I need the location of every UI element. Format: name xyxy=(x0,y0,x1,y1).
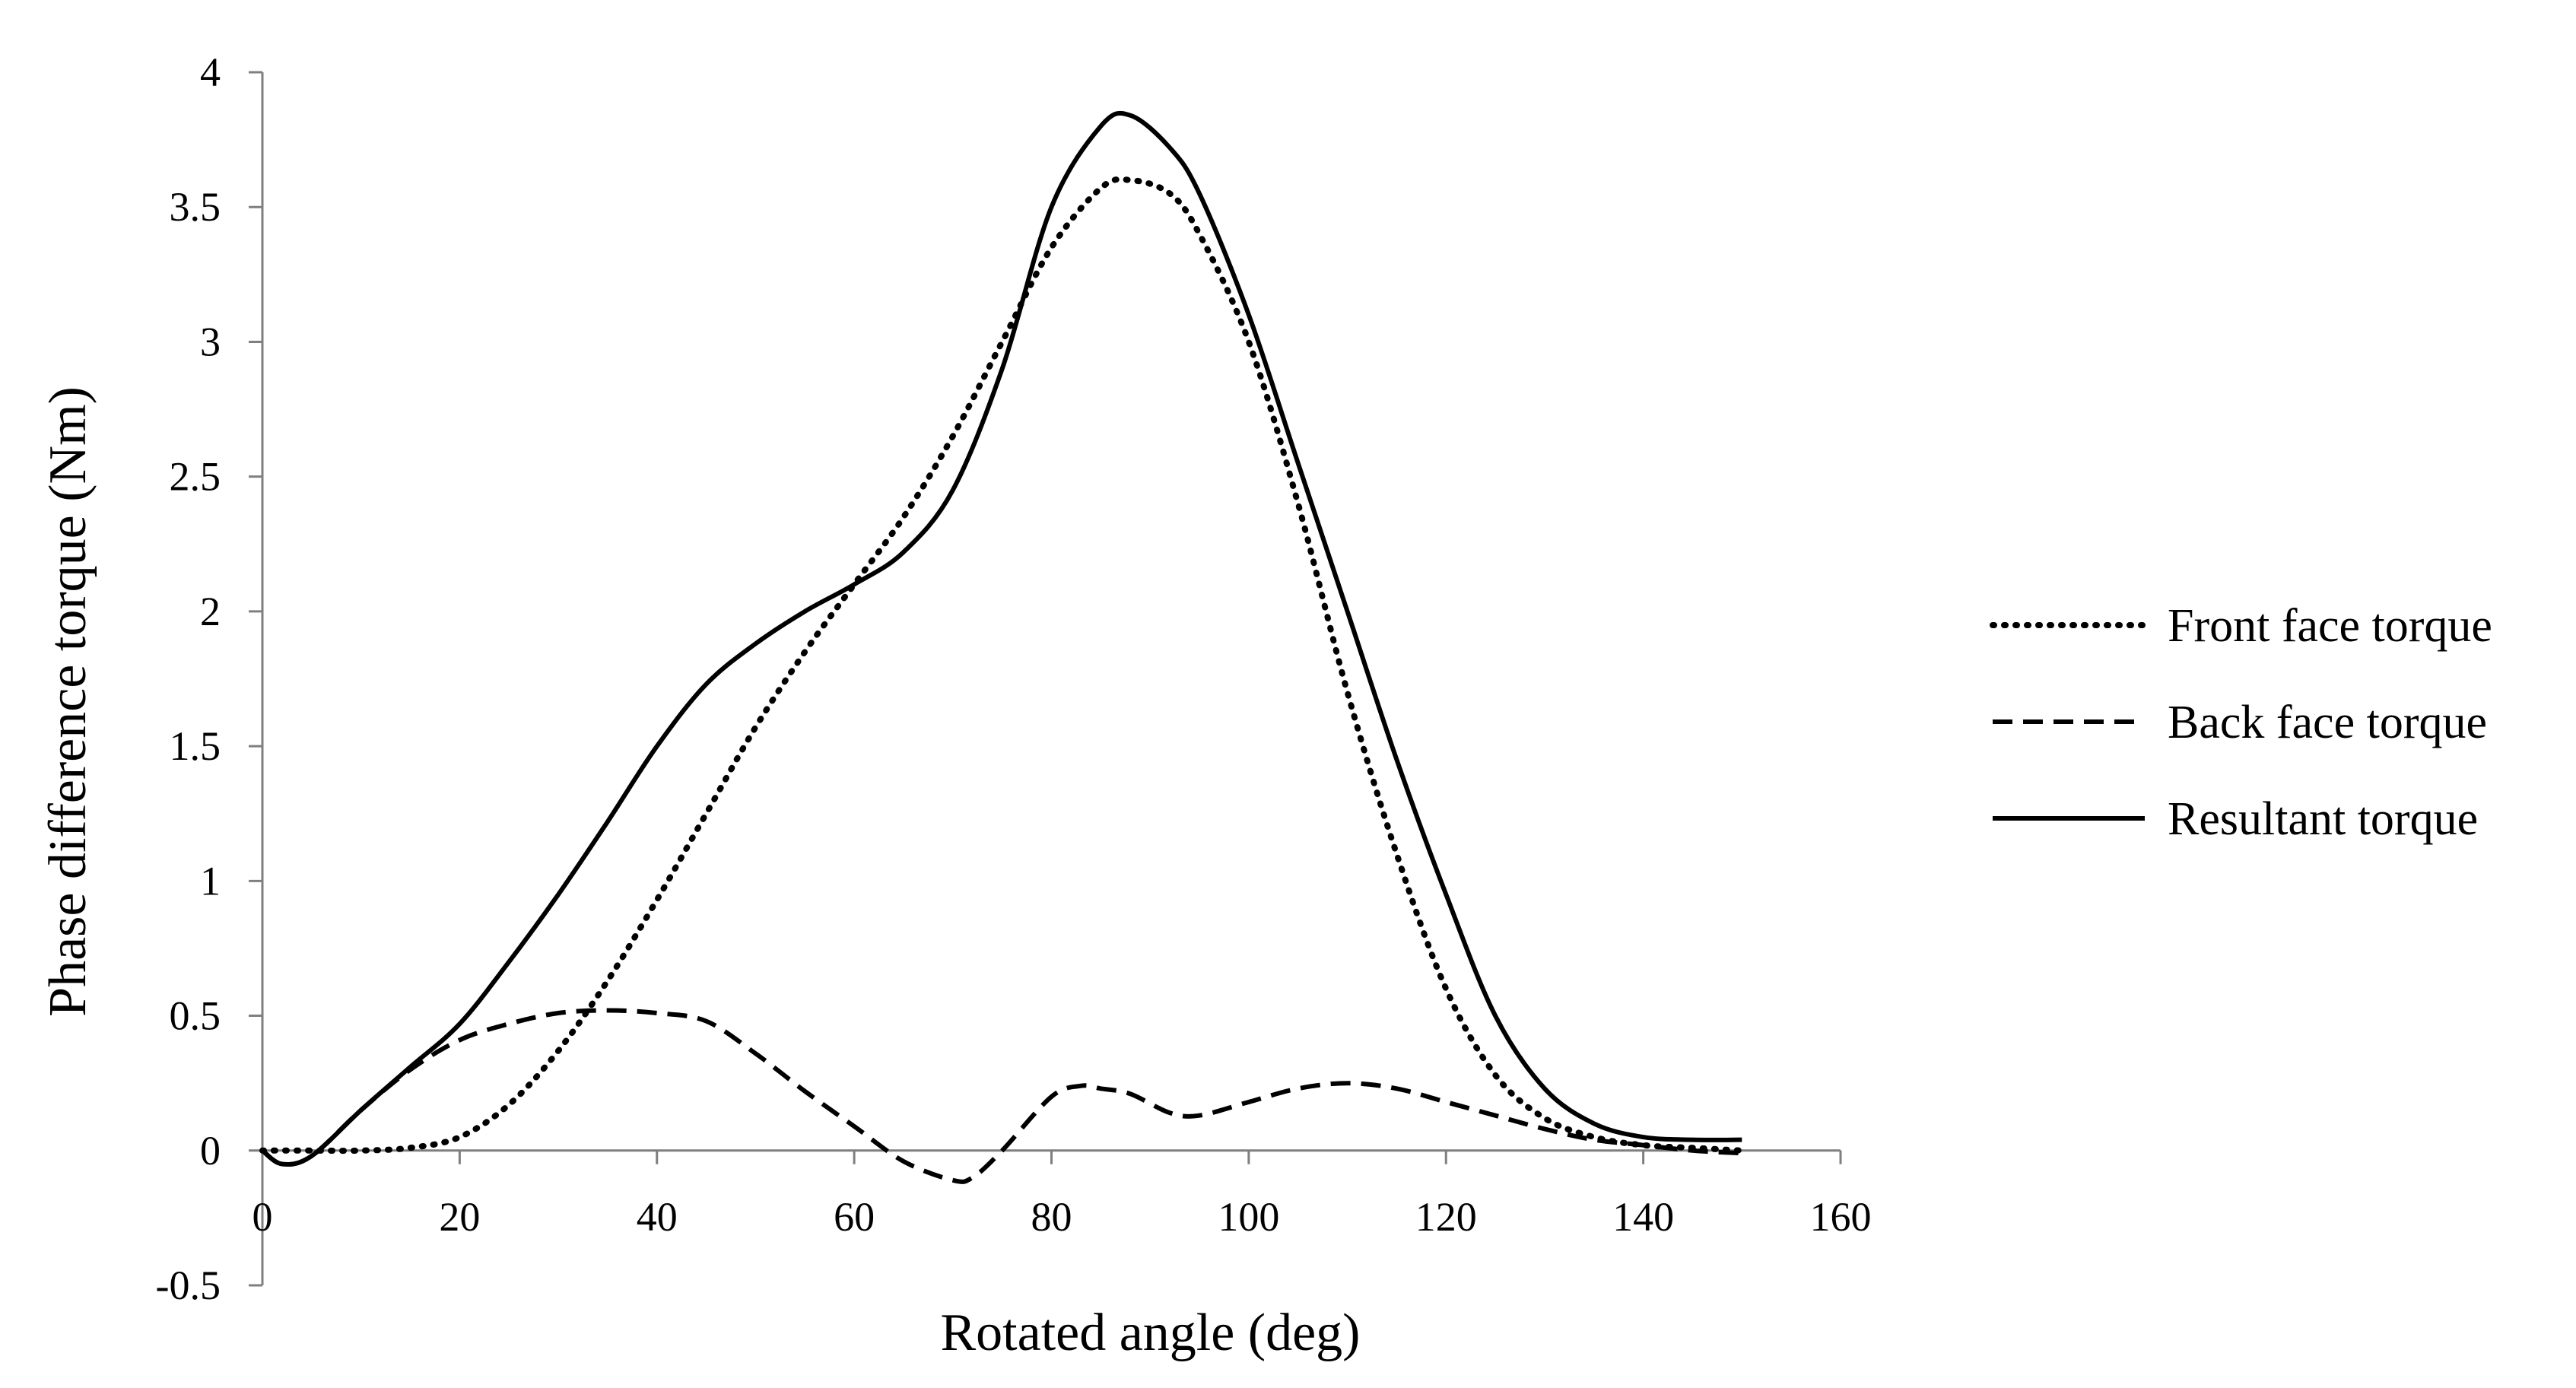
series-line-resultant-torque xyxy=(261,110,1742,1167)
x-tick-label: 140 xyxy=(1612,1194,1674,1240)
y-tick-label: -0.5 xyxy=(156,1263,221,1308)
y-tick-label: 4 xyxy=(200,49,221,95)
series-line-front-face-torque xyxy=(259,176,1745,1155)
x-tick-label: 0 xyxy=(253,1194,273,1240)
y-tick-label: 0.5 xyxy=(170,993,221,1039)
y-tick-label: 1.5 xyxy=(170,723,221,769)
legend: Front face torque Back face torque Resulta… xyxy=(1990,600,2492,845)
x-tick-label: 20 xyxy=(439,1194,480,1240)
y-tick-label: 1 xyxy=(200,858,221,904)
x-tick-label: 120 xyxy=(1415,1194,1477,1240)
tick-labels: -0.500.511.522.533.540 20 40 60 80 100 120 140 1… xyxy=(156,49,1872,1308)
x-tick-label: 40 xyxy=(637,1194,678,1240)
series-layer xyxy=(259,110,1745,1184)
y-tick-label: 2 xyxy=(200,589,221,634)
y-tick-label: 2.5 xyxy=(170,454,221,500)
x-tick-label: 160 xyxy=(1810,1194,1872,1240)
legend-label: Resultant torque xyxy=(2168,793,2478,845)
x-tick-label: 80 xyxy=(1031,1194,1072,1240)
y-axis-title: Phase difference torque (Nm) xyxy=(39,386,97,1017)
legend-label: Back face torque xyxy=(2168,697,2487,748)
x-axis-title: Rotated angle (deg) xyxy=(940,1304,1360,1362)
x-tick-label: 100 xyxy=(1218,1194,1279,1240)
y-tick-label: 3 xyxy=(200,319,221,364)
x-tick-label: 60 xyxy=(834,1194,875,1240)
legend-label: Front face torque xyxy=(2168,600,2492,652)
y-tick-label: 3.5 xyxy=(170,184,221,230)
series-line-back-face-torque xyxy=(261,1008,1742,1184)
y-tick-label: 0 xyxy=(200,1128,221,1174)
axes xyxy=(249,71,1842,1287)
